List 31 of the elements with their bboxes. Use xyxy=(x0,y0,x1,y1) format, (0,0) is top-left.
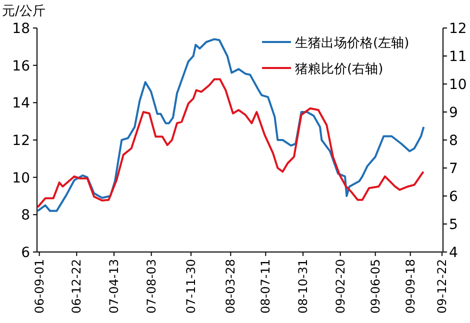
y2-tick-label: 7 xyxy=(449,161,458,177)
y-tick-label: 8 xyxy=(21,208,30,224)
y2-tick-label: 9 xyxy=(449,105,458,121)
x-tick-label: 06-09-01 xyxy=(32,259,46,314)
x-tick-label: 07-04-13 xyxy=(107,259,121,314)
x-tick-label: 08-10-31 xyxy=(296,259,310,314)
y2-tick-label: 6 xyxy=(449,189,458,205)
y-tick-label: 18 xyxy=(12,21,30,37)
y-axis-title: 元/公斤 xyxy=(2,4,46,19)
y2-tick-label: 8 xyxy=(449,133,458,149)
x-tick-label: 09-09-18 xyxy=(403,259,418,314)
legend-label: 猪粮比价(右轴) xyxy=(295,62,384,77)
y2-tick-label: 4 xyxy=(449,245,458,261)
x-tick-label: 07-08-03 xyxy=(144,259,158,314)
y-tick-label: 14 xyxy=(12,96,30,112)
y2-tick-label: 11 xyxy=(449,49,467,65)
x-tick-label: 08-07-11 xyxy=(258,259,273,314)
legend-label: 生猪出场价格(左轴) xyxy=(295,36,410,51)
x-tick-label: 06-12-22 xyxy=(70,259,84,314)
x-tick-label: 07-11-30 xyxy=(184,259,198,314)
x-tick-label: 08-03-28 xyxy=(224,259,238,314)
y2-tick-label: 12 xyxy=(449,21,467,37)
x-tick-label: 09-02-20 xyxy=(333,259,348,314)
y2-tick-label: 5 xyxy=(449,217,458,233)
y-tick-label: 12 xyxy=(12,133,30,149)
y2-tick-label: 10 xyxy=(449,77,467,93)
y-tick-label: 10 xyxy=(12,170,30,186)
x-tick-label: 09-06-05 xyxy=(368,259,382,314)
y-tick-label: 16 xyxy=(12,58,30,74)
y-tick-label: 6 xyxy=(21,245,30,261)
x-tick-label: 09-12-22 xyxy=(435,259,449,314)
